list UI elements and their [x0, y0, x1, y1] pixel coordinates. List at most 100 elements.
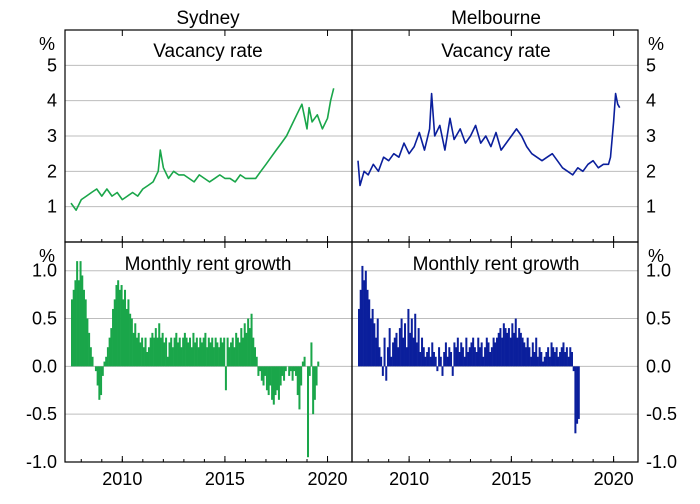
- y-tick-label: 0.0: [646, 356, 671, 376]
- bar: [277, 366, 280, 400]
- bar: [247, 318, 250, 367]
- bar: [199, 337, 202, 367]
- bar: [472, 337, 475, 367]
- y-tick-label: 3: [646, 126, 656, 146]
- bar: [380, 356, 383, 367]
- bar: [574, 366, 577, 434]
- bar: [465, 337, 468, 367]
- bar: [432, 352, 435, 367]
- panel-title-vacancy-sydney: Vacancy rate: [153, 41, 262, 62]
- bar: [489, 352, 492, 367]
- bar: [118, 289, 121, 367]
- bar: [163, 342, 166, 367]
- bar: [132, 332, 135, 367]
- bar: [438, 347, 441, 367]
- bar: [439, 356, 442, 367]
- bar: [427, 347, 430, 367]
- bar: [117, 280, 120, 367]
- bar: [502, 323, 505, 367]
- bar: [501, 337, 504, 367]
- bar: [274, 366, 277, 396]
- bar: [496, 337, 499, 367]
- y-tick-label: 4: [47, 91, 57, 111]
- bar: [171, 347, 174, 367]
- y-tick-label: 0.5: [32, 309, 57, 329]
- bar: [490, 347, 493, 367]
- bar: [279, 366, 282, 386]
- bar: [71, 299, 74, 367]
- bar: [295, 366, 298, 376]
- bar: [478, 347, 481, 367]
- bar: [248, 328, 251, 367]
- bar: [72, 289, 75, 367]
- bar: [310, 342, 313, 367]
- bar: [572, 366, 575, 372]
- bar: [507, 328, 510, 367]
- bar: [364, 270, 367, 367]
- bar: [385, 366, 388, 381]
- bar: [361, 265, 364, 367]
- bar: [538, 347, 541, 367]
- bar: [557, 356, 560, 367]
- panel-title-rent-sydney: Monthly rent growth: [125, 254, 292, 275]
- bar: [240, 328, 243, 367]
- bar: [151, 332, 154, 367]
- bar: [120, 285, 123, 367]
- bar: [535, 337, 538, 367]
- bar: [281, 366, 284, 376]
- bar: [392, 342, 395, 367]
- bar: [506, 332, 509, 367]
- bar: [289, 366, 292, 372]
- bar: [178, 337, 181, 367]
- bar: [79, 261, 82, 367]
- bar: [577, 366, 580, 419]
- x-tick-label: 2010: [389, 469, 429, 489]
- bar: [142, 347, 145, 367]
- bar: [363, 280, 366, 367]
- bar: [419, 352, 422, 367]
- bar: [230, 342, 233, 367]
- bar: [271, 366, 274, 400]
- bar: [358, 308, 360, 367]
- bar: [122, 299, 125, 367]
- bar: [494, 342, 497, 367]
- bar: [397, 347, 400, 367]
- bar: [189, 337, 192, 367]
- bar: [177, 342, 180, 367]
- bar: [497, 332, 500, 367]
- bar: [260, 366, 263, 381]
- bar: [129, 313, 132, 367]
- bar: [218, 347, 221, 367]
- bar: [137, 332, 140, 367]
- bar: [296, 366, 299, 396]
- bar: [400, 318, 403, 367]
- bar: [212, 347, 215, 367]
- y-tick-label: -1.0: [26, 452, 57, 472]
- bar: [197, 347, 200, 367]
- y-tick-label: 0.0: [32, 356, 57, 376]
- bar: [458, 352, 461, 367]
- bar: [429, 356, 432, 367]
- bar: [238, 342, 241, 367]
- bar: [470, 342, 473, 367]
- bar: [224, 366, 227, 391]
- bar: [446, 356, 449, 367]
- bar: [402, 337, 405, 367]
- bar: [165, 337, 168, 367]
- bar: [475, 352, 478, 367]
- bar: [467, 352, 470, 367]
- bar: [548, 356, 551, 367]
- x-tick-label: 2015: [491, 469, 531, 489]
- bar: [105, 356, 108, 367]
- bar: [301, 361, 304, 367]
- bar: [441, 366, 444, 376]
- bar: [293, 366, 296, 372]
- bar: [513, 332, 516, 367]
- bar: [485, 337, 488, 367]
- bar: [315, 366, 318, 386]
- bar: [91, 356, 94, 367]
- bar: [149, 337, 152, 367]
- x-tick-label: 2020: [594, 469, 634, 489]
- bar: [536, 356, 539, 367]
- bar: [518, 328, 521, 367]
